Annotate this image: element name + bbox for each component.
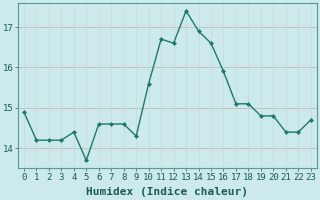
X-axis label: Humidex (Indice chaleur): Humidex (Indice chaleur) — [86, 187, 248, 197]
